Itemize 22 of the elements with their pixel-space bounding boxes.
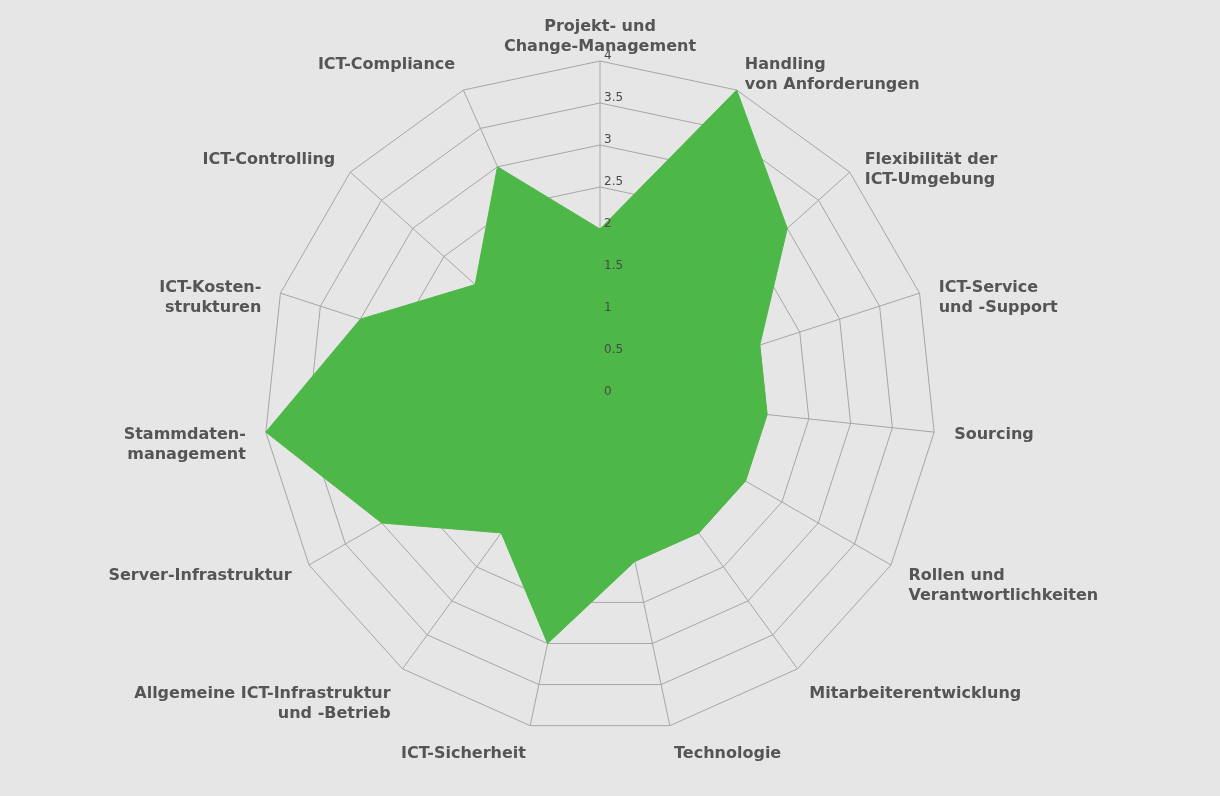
spoke-label: ICT-Kosten- strukturen [159,276,262,316]
y-tick-label: 1 [604,300,612,314]
spoke-label: Sourcing [954,424,1034,444]
y-tick-label: 3 [604,132,612,146]
spoke-label: Technologie [674,743,782,763]
spoke-label: Flexibilität der ICT-Umgebung [864,148,998,188]
spoke-label: Mitarbeiterentwicklung [809,683,1022,703]
y-tick-label: 0.5 [604,342,624,356]
spoke-label: Stammdaten- management [123,424,247,464]
y-tick-label: 3.5 [604,90,624,104]
spoke-label: ICT-Sicherheit [401,743,527,763]
spoke-label: Server-Infrastruktur [108,565,292,585]
y-tick-label: 2 [604,216,612,230]
spoke-label: Rollen und Verantwortlichkeiten [908,565,1099,605]
spoke-label: ICT-Controlling [202,148,336,168]
y-tick-label: 2.5 [604,174,624,188]
y-tick-label: 0 [604,384,612,398]
spoke-label: Allgemeine ICT-Infrastruktur und -Betrieb [134,683,391,723]
spoke-label: Handling von Anforderungen [744,53,920,93]
spoke-label: ICT-Compliance [317,53,456,73]
y-tick-label: 1.5 [604,258,624,272]
spoke-label: ICT-Service und -Support [938,276,1058,316]
